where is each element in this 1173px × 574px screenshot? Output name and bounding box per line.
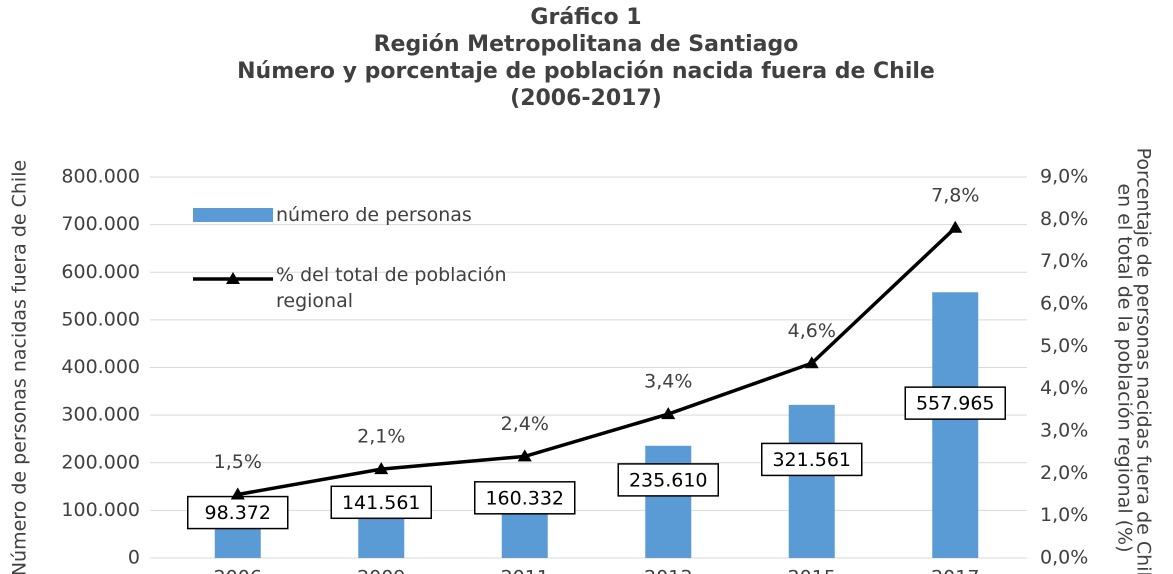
data-label: 4,6% xyxy=(788,320,836,342)
bar xyxy=(788,404,835,558)
marker xyxy=(804,356,819,369)
y2-tick-label: 8,0% xyxy=(1040,208,1088,230)
y2-tick-label: 4,0% xyxy=(1040,377,1088,399)
marker xyxy=(948,220,963,233)
y2-tick-label: 1,0% xyxy=(1040,504,1088,526)
chart-title: Número y porcentaje de población nacida … xyxy=(237,59,935,84)
x-tick-label: 2013 xyxy=(644,567,692,574)
legend-label: número de personas xyxy=(276,204,472,226)
y-tick-label: 600.000 xyxy=(61,261,140,283)
y2-tick-label: 6,0% xyxy=(1040,293,1088,315)
y-tick-label: 100.000 xyxy=(61,499,140,521)
data-label: 557.965 xyxy=(916,393,995,415)
data-label-box xyxy=(761,442,863,477)
y2-tick-label: 2,0% xyxy=(1040,462,1088,484)
data-label: 2,4% xyxy=(501,413,549,435)
data-label: 98.372 xyxy=(205,502,271,524)
x-tick-label: 2006 xyxy=(214,567,262,574)
data-label: 1,5% xyxy=(214,451,262,473)
data-label: 235.610 xyxy=(629,469,708,491)
data-label-box xyxy=(617,463,719,497)
y-tick-label: 700.000 xyxy=(61,213,140,235)
data-label: 2,1% xyxy=(357,426,405,448)
y2-tick-label: 3,0% xyxy=(1040,420,1088,442)
legend-swatch xyxy=(193,208,273,222)
data-label-box xyxy=(330,485,432,520)
y2-tick-label: 0,0% xyxy=(1040,547,1088,569)
bar xyxy=(932,292,979,558)
y2-axis-label: Porcentaje de personas nacidas fuera de … xyxy=(1133,148,1155,574)
marker xyxy=(230,487,245,500)
marker xyxy=(661,407,676,420)
bar xyxy=(645,445,692,558)
data-label: 3,4% xyxy=(644,371,692,393)
chart-title: Región Metropolitana de Santiago xyxy=(374,32,799,57)
y-tick-label: 800.000 xyxy=(61,166,140,188)
marker xyxy=(517,449,532,462)
data-label: 7,8% xyxy=(931,184,979,206)
data-label: 321.561 xyxy=(772,449,851,471)
x-tick-label: 2015 xyxy=(788,567,836,574)
legend-label: % del total de población regional xyxy=(276,264,507,312)
y-tick-label: 200.000 xyxy=(61,451,140,473)
data-label-box xyxy=(904,386,1006,420)
data-label: 160.332 xyxy=(485,487,564,509)
y-tick-label: 400.000 xyxy=(61,356,140,378)
y2-tick-label: 5,0% xyxy=(1040,335,1088,357)
chart-title: Gráfico 1 xyxy=(530,5,641,30)
y-tick-label: 0 xyxy=(128,547,140,569)
legend-marker xyxy=(226,272,240,284)
x-tick-label: 2017 xyxy=(931,567,979,574)
y-tick-label: 500.000 xyxy=(61,308,140,330)
data-label: 141.561 xyxy=(342,492,421,514)
x-tick-label: 2009 xyxy=(357,567,405,574)
marker xyxy=(374,462,389,475)
chart-title: (2006-2017) xyxy=(510,86,662,111)
y2-axis-label: en el total de la población regional (%) xyxy=(1114,183,1136,552)
line xyxy=(237,226,957,497)
x-tick-label: 2011 xyxy=(501,567,549,574)
y-axis-label: Número de personas nacidas fuera de Chil… xyxy=(9,160,31,574)
y2-tick-label: 9,0% xyxy=(1040,166,1088,188)
data-label-box xyxy=(474,481,576,515)
y2-tick-label: 7,0% xyxy=(1040,250,1088,272)
y-tick-label: 300.000 xyxy=(61,404,140,426)
